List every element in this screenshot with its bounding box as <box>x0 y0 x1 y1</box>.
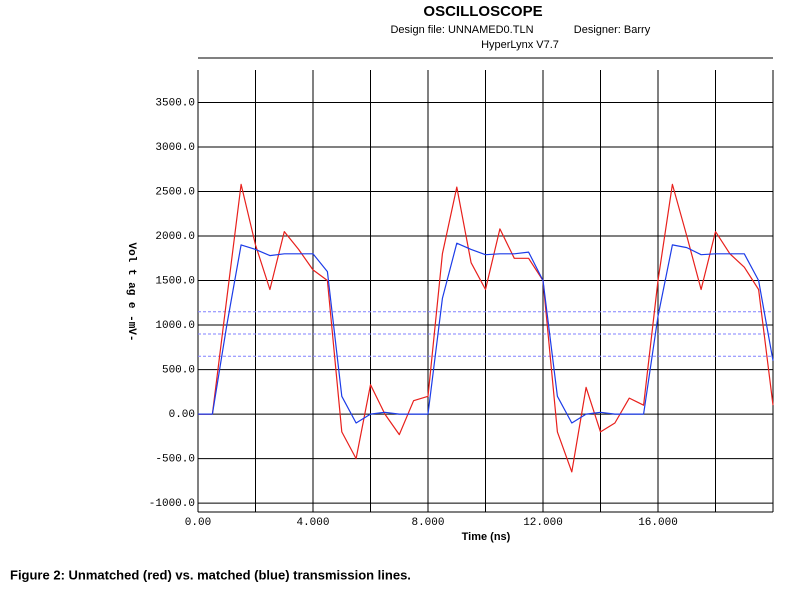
y-tick-label: 3000.0 <box>155 142 195 154</box>
chart-title: OSCILLOSCOPE <box>423 3 542 20</box>
x-tick-label: 0.00 <box>185 517 211 529</box>
subtitle: Design file: UNNAMED0.TLN <box>390 24 533 36</box>
x-tick-label: 4.000 <box>296 517 329 529</box>
y-tick-label: 500.0 <box>162 364 195 376</box>
y-tick-label: 2000.0 <box>155 231 195 243</box>
y-tick-label: 2500.0 <box>155 186 195 198</box>
subtitle: HyperLynx V7.7 <box>481 39 559 51</box>
trace <box>198 183 774 473</box>
y-axis-label: Vol t ag e -mV- <box>125 242 137 341</box>
y-tick-label: 3500.0 <box>155 97 195 109</box>
trace <box>198 242 774 424</box>
x-tick-label: 8.000 <box>411 517 444 529</box>
y-tick-label: -1000.0 <box>149 498 195 510</box>
x-tick-label: 16.000 <box>638 517 678 529</box>
y-tick-label: 1000.0 <box>155 320 195 332</box>
x-tick-label: 12.000 <box>523 517 563 529</box>
caption: Figure 2: Unmatched (red) vs. matched (b… <box>10 567 411 582</box>
y-tick-label: -500.0 <box>155 453 195 465</box>
y-tick-label: 1500.0 <box>155 275 195 287</box>
y-tick-label: 0.00 <box>169 409 195 421</box>
x-axis-label: Time (ns) <box>462 531 511 543</box>
subtitle: Designer: Barry <box>574 24 651 36</box>
